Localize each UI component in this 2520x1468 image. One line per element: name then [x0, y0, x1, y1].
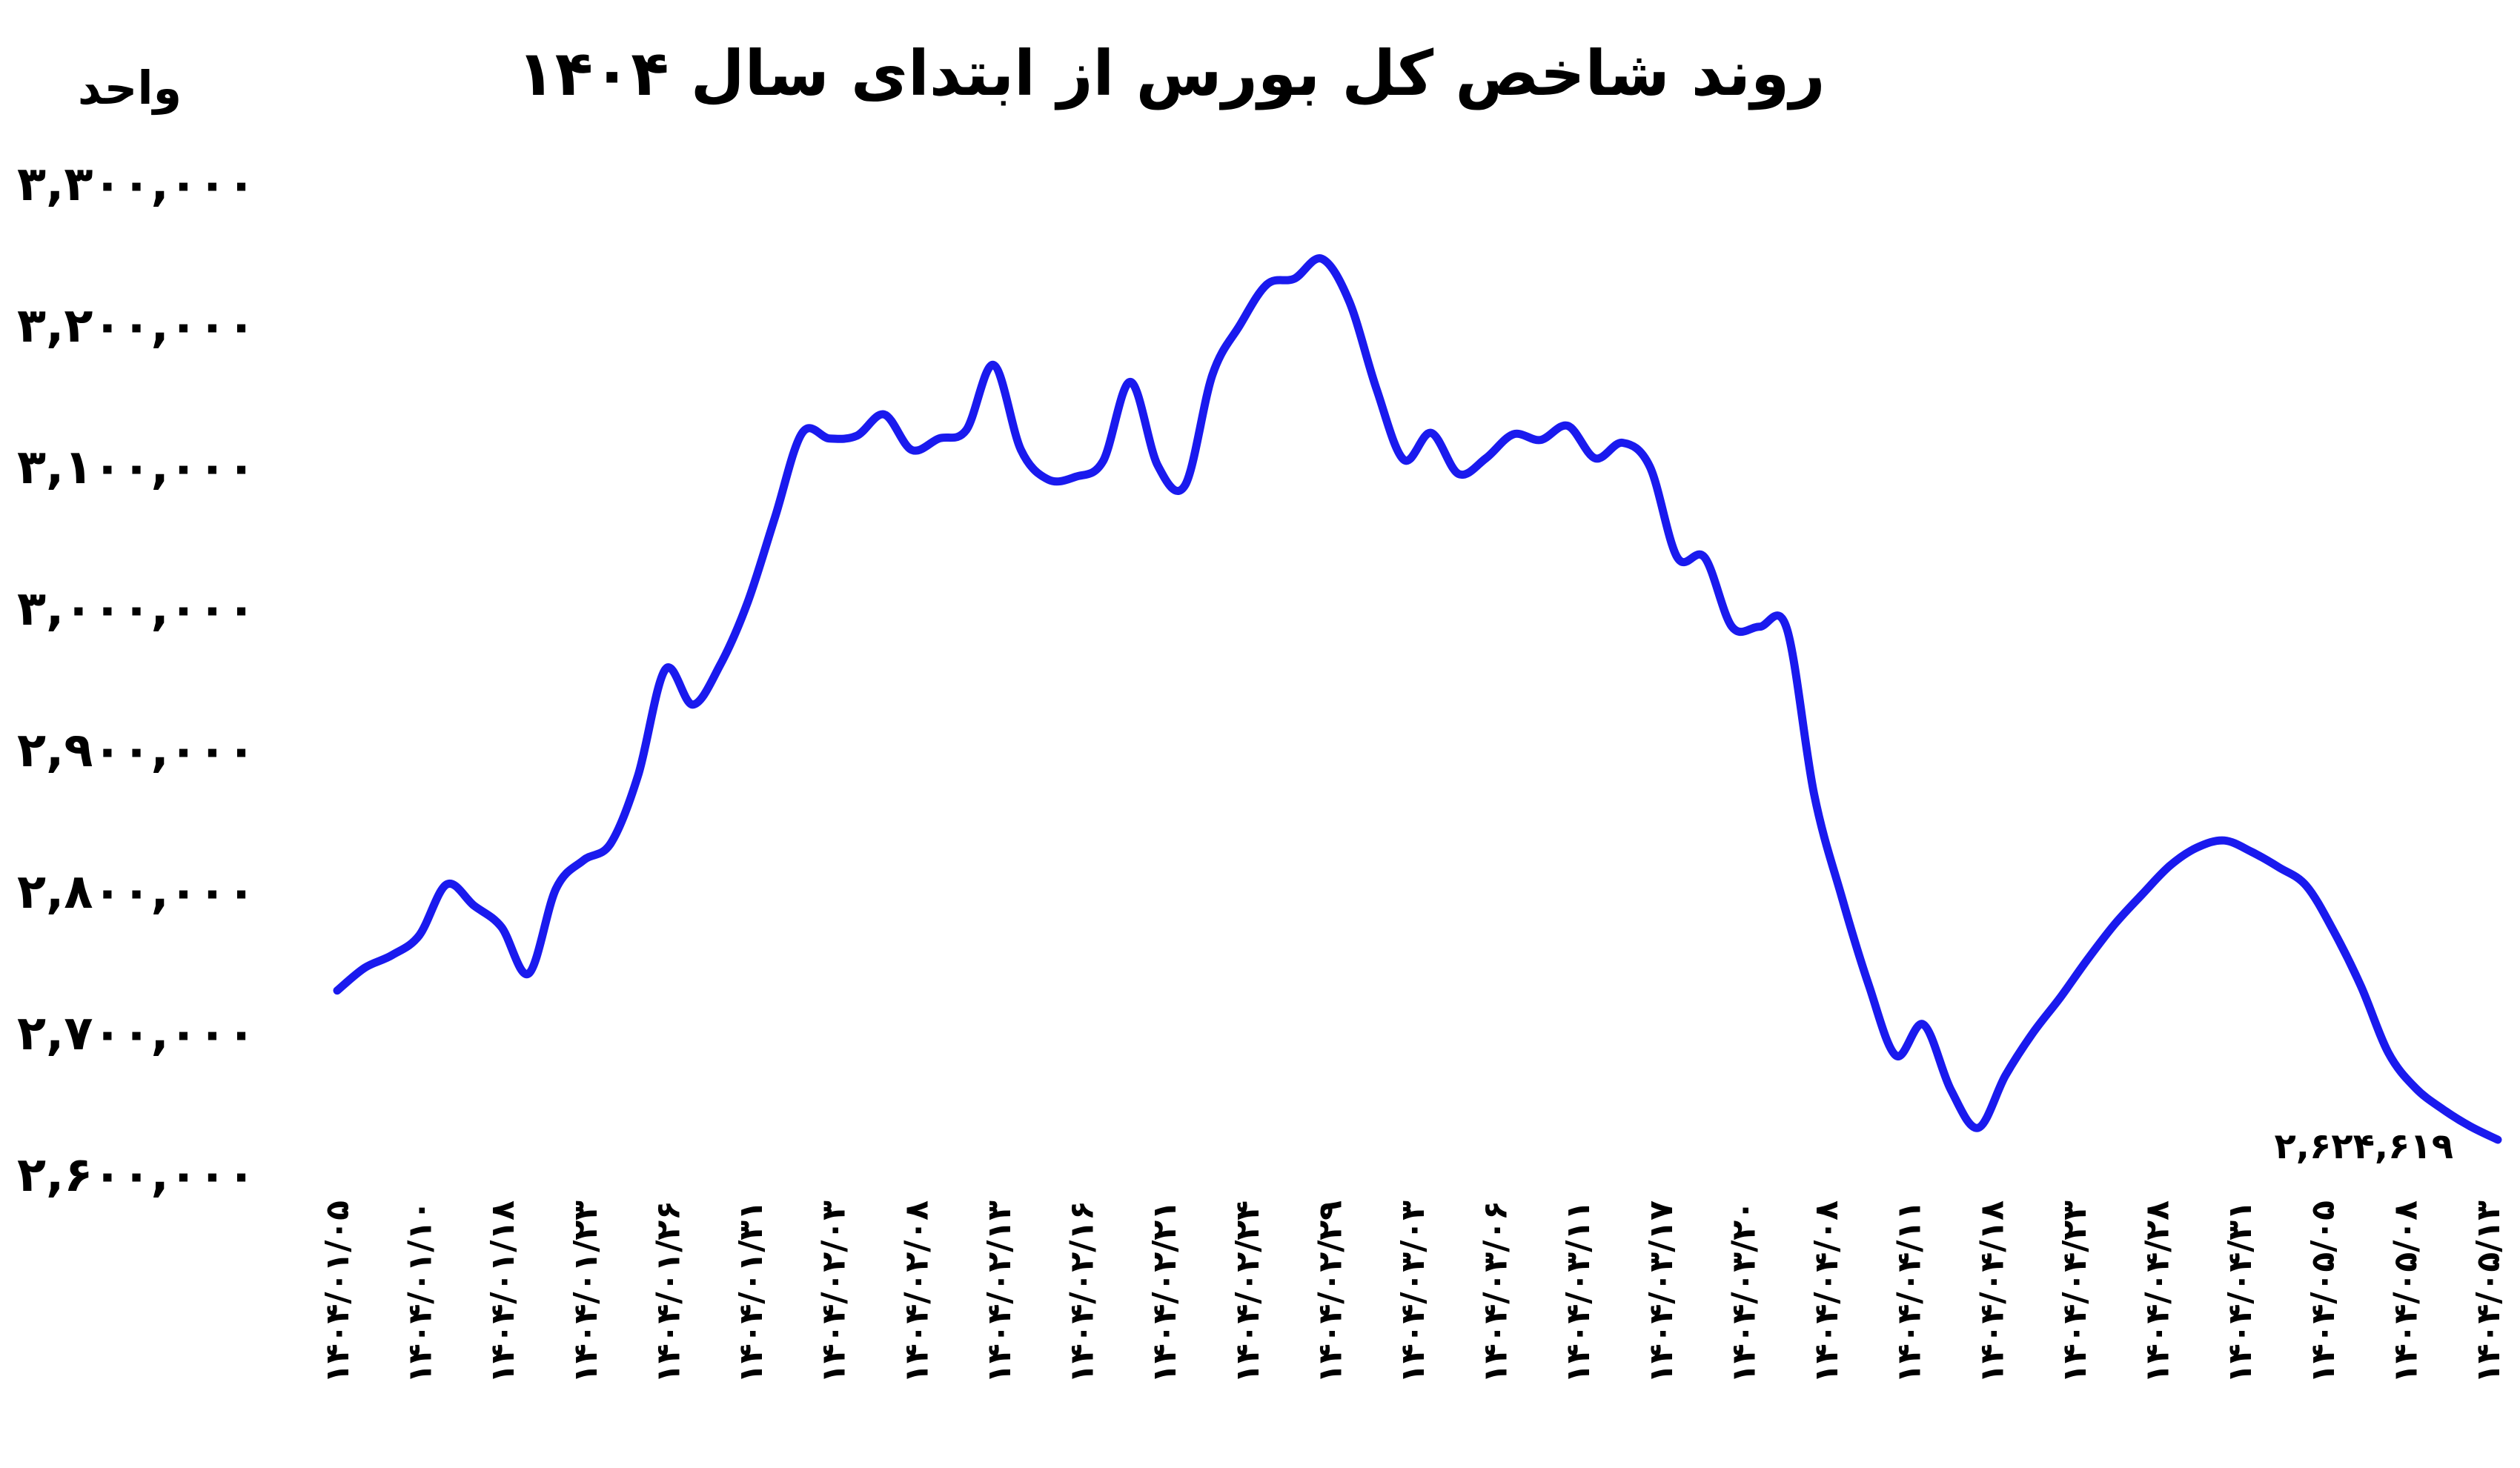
- x-tick-label: ۱۴۰۴/۰۱/۱۰: [402, 1200, 440, 1384]
- x-tick-label: ۱۴۰۴/۰۳/۲۰: [1725, 1200, 1763, 1384]
- y-tick-label: ۲,۹۰۰,۰۰۰: [17, 723, 256, 778]
- x-tick-label: ۱۴۰۴/۰۲/۰۸: [898, 1200, 935, 1384]
- x-tick-label: ۱۴۰۴/۰۱/۲۳: [567, 1200, 605, 1384]
- x-tick-label: ۱۴۰۴/۰۵/۰۸: [2387, 1200, 2424, 1384]
- y-tick-label: ۳,۱۰۰,۰۰۰: [17, 440, 256, 495]
- x-tick-label: ۱۴۰۴/۰۲/۱۶: [1064, 1200, 1101, 1384]
- x-tick-label: ۱۴۰۴/۰۴/۳۱: [2221, 1200, 2259, 1384]
- x-tick-label: ۱۴۰۴/۰۴/۱۸: [1973, 1200, 2011, 1384]
- y-tick-label: ۳,۳۰۰,۰۰۰: [17, 157, 256, 212]
- x-tick-label: ۱۴۰۴/۰۵/۱۳: [2470, 1200, 2507, 1384]
- x-tick-label: ۱۴۰۴/۰۳/۰۶: [1477, 1200, 1515, 1384]
- x-tick-label: ۱۴۰۴/۰۳/۱۷: [1642, 1200, 1680, 1384]
- y-tick-label: ۳,۰۰۰,۰۰۰: [17, 582, 256, 637]
- annotations: ۲,۶۲۴,۶۱۹: [2274, 1126, 2453, 1167]
- x-tick-label: ۱۴۰۴/۰۴/۲۸: [2139, 1200, 2177, 1384]
- x-tick-label: ۱۴۰۴/۰۱/۲۶: [649, 1200, 687, 1384]
- last-value-label: ۲,۶۲۴,۶۱۹: [2274, 1126, 2453, 1167]
- y-tick-label: ۲,۶۰۰,۰۰۰: [17, 1148, 256, 1203]
- x-tick-label: ۱۴۰۴/۰۴/۱۱: [1891, 1200, 1929, 1384]
- x-tick-label: ۱۴۰۴/۰۱/۰۵: [319, 1200, 357, 1384]
- x-tick-label: ۱۴۰۴/۰۱/۱۸: [484, 1200, 522, 1384]
- x-tick-label: ۱۴۰۴/۰۳/۰۳: [1394, 1200, 1432, 1384]
- chart-title: روند شاخص کل بورس از ابتدای سال ۱۴۰۴: [517, 37, 1825, 110]
- x-tick-label: ۱۴۰۴/۰۲/۱۳: [981, 1200, 1018, 1384]
- x-tick-label: ۱۴۰۴/۰۴/۰۸: [1808, 1200, 1846, 1384]
- y-tick-label: ۲,۸۰۰,۰۰۰: [17, 865, 256, 920]
- x-tick-label: ۱۴۰۴/۰۲/۲۴: [1229, 1200, 1267, 1384]
- y-tick-label: ۳,۲۰۰,۰۰۰: [17, 299, 256, 353]
- y-tick-label: ۲,۷۰۰,۰۰۰: [17, 1006, 256, 1061]
- index-series-line: [333, 254, 2502, 1144]
- x-tick-label: ۱۴۰۴/۰۴/۲۳: [2056, 1200, 2094, 1384]
- y-axis-ticks: ۳,۳۰۰,۰۰۰ ۳,۲۰۰,۰۰۰ ۳,۱۰۰,۰۰۰ ۳,۰۰۰,۰۰۰ ۲,۹۰…: [17, 157, 256, 1203]
- x-axis-ticks: ۱۴۰۴/۰۱/۰۵ ۱۴۰۴/۰۱/۱۰ ۱۴۰۴/۰۱/۱۸ ۱۴۰۴/۰۱/۲۳…: [319, 1200, 2507, 1384]
- x-tick-label: ۱۴۰۴/۰۲/۲۱: [1146, 1200, 1184, 1384]
- x-tick-label: ۱۴۰۴/۰۲/۰۳: [815, 1200, 853, 1384]
- x-tick-label: ۱۴۰۴/۰۱/۳۱: [732, 1200, 770, 1384]
- y-axis-label: واحد: [78, 61, 182, 115]
- x-tick-label: ۱۴۰۴/۰۳/۱۱: [1559, 1200, 1597, 1384]
- x-tick-label: ۱۴۰۴/۰۲/۲۹: [1311, 1200, 1349, 1384]
- x-tick-label: ۱۴۰۴/۰۵/۰۵: [2304, 1200, 2342, 1384]
